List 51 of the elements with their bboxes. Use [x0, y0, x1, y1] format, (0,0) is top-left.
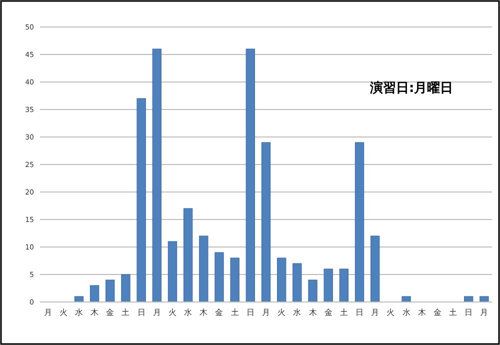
x-tick-label: 木	[418, 308, 426, 317]
bar	[246, 48, 255, 302]
x-tick-label: 火	[386, 308, 395, 317]
annotation: 演習日:月曜日	[369, 80, 454, 96]
x-tick-label: 金	[324, 308, 332, 317]
x-tick-label: 土	[122, 308, 130, 317]
bar	[121, 274, 130, 302]
x-tick-label: 土	[230, 308, 239, 317]
bar	[324, 268, 333, 302]
x-tick-label: 火	[278, 308, 286, 317]
x-tick-label: 水	[293, 308, 302, 317]
x-tick-label: 土	[340, 308, 348, 317]
bar	[354, 142, 364, 302]
x-tick-label: 金	[215, 308, 224, 317]
x-tick-label: 月	[480, 308, 488, 317]
x-tick-label: 日	[464, 308, 473, 317]
bar	[292, 263, 302, 302]
x-tick-label: 火	[59, 308, 68, 317]
x-tick-label: 日	[246, 308, 254, 317]
x-tick-label: 木	[308, 308, 317, 317]
bar	[168, 241, 178, 302]
x-tick-label: 月	[152, 308, 161, 317]
x-tick-label: 木	[200, 308, 208, 317]
x-tick-label: 月	[44, 308, 52, 317]
bar	[214, 252, 224, 302]
bar	[402, 296, 411, 302]
bar	[230, 258, 240, 302]
x-tick-label: 水	[402, 308, 410, 317]
bar	[480, 296, 489, 302]
bar	[308, 280, 318, 302]
bar	[183, 208, 193, 302]
x-tick-label: 月	[262, 308, 270, 317]
x-tick-label: 日	[356, 308, 364, 317]
bar	[277, 258, 286, 302]
bar	[339, 268, 349, 302]
x-tick-label: 金	[106, 308, 114, 317]
bar	[136, 98, 146, 302]
bar	[199, 236, 208, 302]
x-tick-label: 水	[74, 308, 83, 317]
x-tick-label: 金	[433, 308, 442, 317]
bar	[90, 285, 100, 302]
bar	[261, 142, 271, 302]
bar	[106, 280, 115, 302]
x-tick-label: 木	[90, 308, 99, 317]
x-tick-label: 水	[184, 308, 192, 317]
x-tick-label: 土	[449, 308, 458, 317]
x-tick-label: 日	[137, 308, 146, 317]
bar	[370, 236, 380, 302]
x-tick-label: 月	[371, 308, 380, 317]
bar	[152, 48, 162, 302]
x-tick-label: 火	[168, 308, 176, 317]
